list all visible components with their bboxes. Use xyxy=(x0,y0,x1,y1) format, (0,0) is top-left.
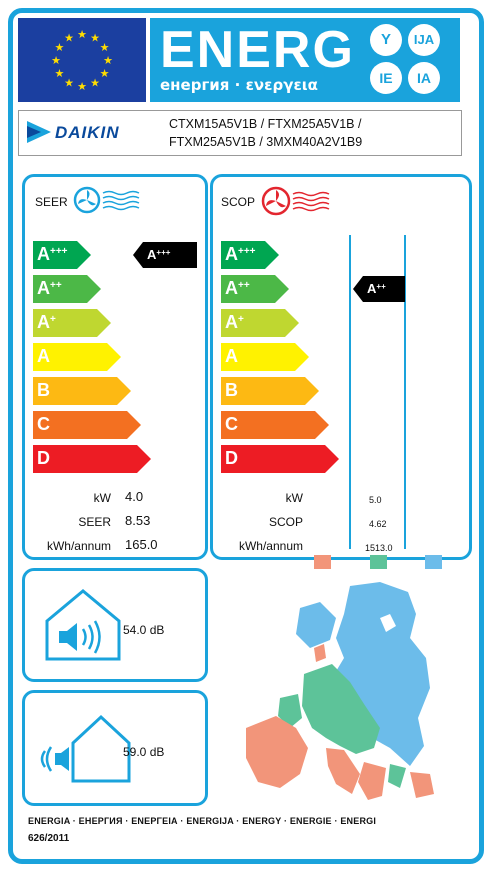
eu-star-icon: ★ xyxy=(100,68,110,80)
scop-class-arrow: A xyxy=(221,343,309,371)
eu-star-icon: ★ xyxy=(77,29,87,41)
seer-kwh-value: 165.0 xyxy=(125,537,158,552)
energy-title: ENERG xyxy=(160,21,355,79)
eu-flag-icon: ★ ★ ★ ★ ★ ★ ★ ★ ★ ★ ★ ★ xyxy=(18,18,146,102)
seer-panel: SEER A+++ A++ A+ A B C D A+++ kW 4.0 SEER 8.53… xyxy=(22,174,208,560)
scop-column-divider-2 xyxy=(404,235,406,549)
scop-class-arrow: C xyxy=(221,411,329,439)
eu-star-icon: ★ xyxy=(90,78,100,90)
indoor-sound-value: 54.0 dB xyxy=(123,623,165,637)
seer-class-arrow: D xyxy=(33,445,151,473)
scop-class-label: D xyxy=(225,448,238,468)
model-numbers: CTXM15A5V1B / FTXM25A5V1B / FTXM25A5V1B … xyxy=(169,115,459,151)
scop-title: SCOP xyxy=(221,195,256,209)
model-row: DAIKIN CTXM15A5V1B / FTXM25A5V1B / FTXM2… xyxy=(18,110,462,156)
seer-class-arrow: A xyxy=(33,343,121,371)
seer-kw-label: kW xyxy=(93,491,111,505)
model-line-2: FTXM25A5V1B / 3MXM40A2V1B9 xyxy=(169,135,363,149)
scop-class-label: C xyxy=(225,414,238,434)
seer-class-label: C xyxy=(37,414,50,434)
footer-regulation: 626/2011 xyxy=(28,833,70,844)
eu-star-icon: ★ xyxy=(100,42,110,54)
heating-fan-icon xyxy=(261,186,330,216)
scop-class-arrow: B xyxy=(221,377,319,405)
seer-class-label: A+ xyxy=(37,312,56,332)
seer-class-arrow: A+++ xyxy=(33,241,91,269)
seer-class-arrow: B xyxy=(33,377,131,405)
seer-rating-text: A+++ xyxy=(147,247,171,262)
seer-kwh-label: kWh/annum xyxy=(46,539,111,553)
scop-kw-value: 5.0 xyxy=(369,495,382,505)
seer-class-label: D xyxy=(37,448,50,468)
eu-star-icon: ★ xyxy=(55,42,65,54)
eu-star-icon: ★ xyxy=(103,55,113,67)
seer-seer-value: 8.53 xyxy=(125,513,151,528)
eu-star-icon: ★ xyxy=(64,32,74,44)
scop-scop-value: 4.62 xyxy=(369,519,387,529)
scop-class-label: B xyxy=(225,380,238,400)
eu-star-icon: ★ xyxy=(77,81,87,93)
seer-class-arrow: A+ xyxy=(33,309,111,337)
scop-column-divider-1 xyxy=(349,235,351,549)
scop-rating-text: A++ xyxy=(367,281,386,296)
seer-seer-label: SEER xyxy=(78,515,111,529)
climate-zone-average-swatch xyxy=(370,555,387,569)
scop-panel: SCOP A+++ A++ A+ A B C D A++ kW 5.0 SCOP 4.62 … xyxy=(210,174,472,560)
scop-kwh-label: kWh/annum xyxy=(238,539,303,553)
energy-subtitle: енергия · ενεργεια xyxy=(160,76,318,94)
seer-class-label: A+++ xyxy=(37,244,68,264)
scop-class-label: A+ xyxy=(225,312,244,332)
lang-code-ija: IJA xyxy=(408,24,440,56)
scop-class-arrow: D xyxy=(221,445,339,473)
scop-class-arrow: A+ xyxy=(221,309,299,337)
lang-code-y: Y xyxy=(370,24,402,56)
seer-title: SEER xyxy=(35,195,68,209)
cooling-fan-icon xyxy=(73,186,140,214)
daikin-logo: DAIKIN xyxy=(25,117,155,147)
indoor-sound-panel: 54.0 dB xyxy=(22,568,208,682)
lang-code-ie: IE xyxy=(370,62,402,94)
seer-kw-value: 4.0 xyxy=(125,489,144,504)
scop-kw-label: kW xyxy=(285,491,303,505)
model-line-1: CTXM15A5V1B / FTXM25A5V1B / xyxy=(169,117,362,131)
climate-zone-warm-swatch xyxy=(314,555,331,569)
scop-class-label: A+++ xyxy=(225,244,256,264)
eu-star-icon: ★ xyxy=(64,78,74,90)
seer-class-label: A xyxy=(37,346,50,366)
eu-star-icon: ★ xyxy=(55,68,65,80)
scop-class-label: A++ xyxy=(225,278,250,298)
seer-class-label: A++ xyxy=(37,278,62,298)
outdoor-sound-icon xyxy=(40,714,131,783)
scop-class-arrow: A++ xyxy=(221,275,289,303)
scop-class-arrow: A+++ xyxy=(221,241,279,269)
scop-kwh-value: 1513.0 xyxy=(365,543,393,553)
eu-star-icon: ★ xyxy=(90,32,100,44)
lang-code-ia: IA xyxy=(408,62,440,94)
europe-climate-map xyxy=(246,582,434,800)
energy-title-box: ENERG енергия · ενεργεια Y IJA IE IA xyxy=(150,18,460,102)
scop-class-label: A xyxy=(225,346,238,366)
seer-class-label: B xyxy=(37,380,50,400)
seer-class-arrow: A++ xyxy=(33,275,101,303)
climate-zone-cold-swatch xyxy=(425,555,442,569)
footer-languages: ENERGIA · ЕНЕРГИЯ · ΕΝΕΡΓΕΙΑ · ENERGIJA … xyxy=(28,816,377,826)
label-header: ★ ★ ★ ★ ★ ★ ★ ★ ★ ★ ★ ★ ENERG енергия · ενεργεια Y … xyxy=(18,18,460,102)
outdoor-sound-value: 59.0 dB xyxy=(123,745,165,759)
indoor-sound-icon xyxy=(45,589,121,661)
scop-scop-label: SCOP xyxy=(268,515,303,529)
brand-name: DAIKIN xyxy=(55,123,120,142)
daikin-triangle-icon xyxy=(27,121,51,143)
eu-star-icon: ★ xyxy=(51,55,61,67)
outdoor-sound-panel: 59.0 dB xyxy=(22,690,208,806)
seer-class-arrow: C xyxy=(33,411,141,439)
